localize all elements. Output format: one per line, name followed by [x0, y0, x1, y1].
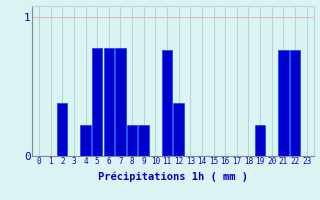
- Bar: [162, 50, 172, 156]
- Bar: [80, 125, 91, 156]
- Bar: [104, 48, 114, 156]
- Bar: [139, 125, 149, 156]
- Bar: [115, 48, 126, 156]
- Bar: [57, 103, 68, 156]
- Bar: [255, 125, 265, 156]
- X-axis label: Précipitations 1h ( mm ): Précipitations 1h ( mm ): [98, 172, 248, 182]
- Bar: [278, 50, 289, 156]
- Bar: [92, 48, 102, 156]
- Bar: [173, 103, 184, 156]
- Bar: [290, 50, 300, 156]
- Bar: [127, 125, 137, 156]
